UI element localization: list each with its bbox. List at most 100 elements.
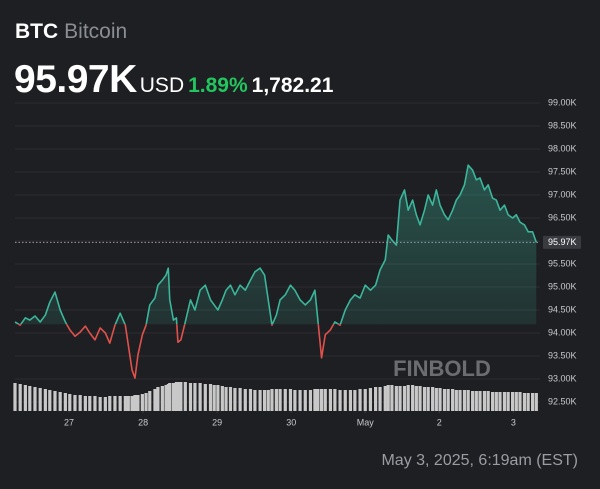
volume-bar [390, 385, 394, 411]
volume-bar [319, 389, 324, 411]
y-tick-label: 98.50K [548, 120, 577, 130]
volume-bar [188, 383, 193, 411]
volume-bar [434, 388, 438, 411]
volume-bar [303, 390, 307, 411]
volume-bar [203, 384, 207, 411]
x-tick-label: 27 [64, 417, 74, 427]
volume-bar [534, 393, 538, 411]
volume-bar [193, 383, 197, 411]
volume-bar [28, 386, 32, 411]
volume-bar [363, 389, 367, 411]
volume-bar [126, 396, 130, 411]
volume-bar [98, 397, 102, 411]
volume-bar [208, 384, 213, 411]
y-tick-label: 94.00K [548, 327, 577, 337]
volume-bar [498, 392, 502, 411]
volume-bar [288, 389, 293, 411]
volume-bar [258, 390, 262, 411]
change-percent: 1.89% [188, 74, 248, 97]
volume-bar [164, 385, 168, 411]
volume-bar [454, 390, 458, 411]
volume-bar [113, 396, 117, 411]
volume-bar [68, 394, 72, 411]
volume-bar [118, 396, 122, 411]
timestamp: May 3, 2025, 6:19am (EST) [381, 452, 578, 469]
volume-bar [262, 390, 267, 411]
volume-bar [224, 387, 228, 411]
x-tick-label: 30 [286, 417, 296, 427]
volume-bar [78, 395, 82, 411]
y-tick-label: 93.50K [548, 350, 577, 360]
volume-bar [406, 385, 410, 411]
volume-bar [179, 382, 183, 411]
volume-bar [48, 390, 52, 411]
volume-bar [283, 389, 287, 411]
current-price-box [543, 235, 581, 249]
price: 95.97K [14, 58, 137, 101]
volume-bar [212, 385, 216, 411]
volume-bar [353, 390, 357, 411]
volume-bar [446, 389, 450, 411]
currency: USD [139, 74, 185, 97]
volume-bar [168, 383, 172, 411]
volume-bar [266, 390, 270, 411]
volume-bar [398, 386, 402, 411]
volume-bar [133, 395, 137, 411]
volume-bar [386, 385, 390, 411]
volume-bar [506, 392, 510, 411]
volume-bar [394, 386, 398, 411]
volume-bar [130, 396, 134, 411]
volume-bar [333, 389, 337, 411]
volume-bar [478, 391, 482, 411]
volume-bar [278, 389, 282, 411]
volume-bar [411, 385, 415, 411]
volume-bar [414, 386, 418, 411]
volume-bar [486, 391, 490, 411]
volume-bar [270, 389, 274, 411]
volume-bar [442, 389, 447, 411]
volume-bar [343, 390, 347, 411]
volume-bar [383, 386, 387, 411]
y-tick-label: 97.50K [548, 166, 577, 176]
symbol: BTC [15, 20, 59, 43]
volume-bar [402, 386, 407, 411]
volume-bar [83, 396, 87, 411]
x-tick-label: 29 [212, 417, 222, 427]
y-tick-label: 94.50K [548, 304, 577, 314]
y-tick-label: 98.00K [548, 143, 577, 153]
volume-bar [58, 392, 62, 411]
volume-bar [253, 390, 257, 411]
volume-bar [358, 389, 362, 411]
volume-bar [482, 391, 487, 411]
volume-bar [18, 384, 22, 411]
volume-bar [220, 386, 224, 411]
x-tick-label: 28 [138, 417, 148, 427]
volume-bar [462, 390, 467, 411]
volume-bar [136, 395, 140, 411]
volume-bar [153, 389, 157, 411]
chart: 92.50K 93.00K 93.50K 94.00K 94.50K 95.00K 95.5… [13, 97, 581, 427]
volume-bar [494, 392, 498, 411]
x-tick-label: May [357, 417, 375, 427]
volume-bar [156, 387, 160, 411]
price-line-up [14, 164, 538, 325]
volume-bar [348, 390, 353, 411]
volume-bar [176, 382, 180, 411]
asset-name: Bitcoin [64, 20, 128, 43]
volume-bar [514, 392, 518, 411]
volume-bar [338, 390, 342, 411]
volume-bar [198, 383, 202, 411]
volume-bar [298, 390, 302, 411]
volume-bar [88, 396, 92, 411]
volume-bar [63, 393, 67, 411]
volume-bar [313, 389, 317, 411]
volume-bar [374, 387, 378, 411]
volume-bar [316, 389, 320, 411]
y-tick-label: 95.50K [548, 258, 577, 268]
volume-bar [43, 389, 47, 411]
volume-bar [502, 392, 507, 411]
volume-bar [233, 388, 237, 411]
volume-bar [93, 396, 97, 411]
volume-bar [148, 391, 152, 411]
